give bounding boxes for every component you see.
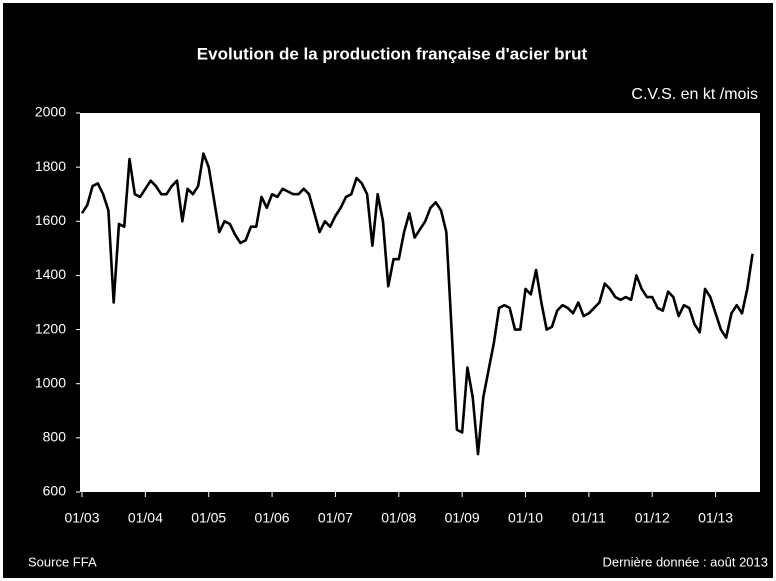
x-tick-label: 01/08 xyxy=(381,510,416,526)
y-tick-label: 800 xyxy=(43,429,67,445)
x-tick-label: 01/10 xyxy=(508,510,543,526)
y-tick-label: 2000 xyxy=(35,104,66,120)
chart-title: Evolution de la production française d'a… xyxy=(197,44,588,63)
plot-area xyxy=(80,113,760,492)
x-tick-label: 01/06 xyxy=(255,510,290,526)
x-tick-label: 01/03 xyxy=(64,510,99,526)
y-tick-label: 1800 xyxy=(35,158,66,174)
source: Source FFA xyxy=(28,554,97,569)
x-tick-label: 01/07 xyxy=(318,510,353,526)
subtitle: C.V.S. en kt /mois xyxy=(631,86,758,103)
x-tick-label: 01/11 xyxy=(572,510,606,526)
y-tick-label: 1200 xyxy=(35,320,66,336)
note: Dernière donnée : août 2013 xyxy=(602,554,768,569)
x-tick-label: 01/05 xyxy=(191,510,226,526)
y-tick-label: 1400 xyxy=(35,266,66,282)
x-tick-label: 01/04 xyxy=(128,510,163,526)
y-tick-label: 1600 xyxy=(35,212,66,228)
x-tick-label: 01/09 xyxy=(445,510,480,526)
x-tick-label: 01/13 xyxy=(698,510,733,526)
y-tick-label: 600 xyxy=(43,483,67,499)
series-line xyxy=(80,152,754,456)
x-tick-label: 01/12 xyxy=(635,510,670,526)
y-tick-label: 1000 xyxy=(35,374,66,390)
